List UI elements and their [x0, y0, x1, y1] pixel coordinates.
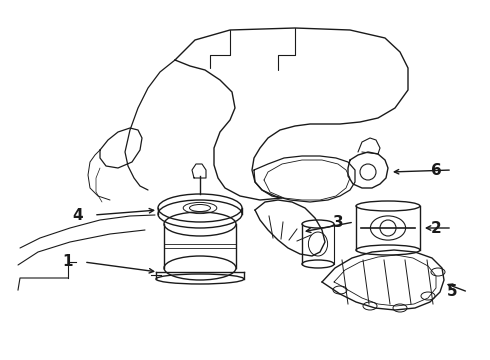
- Text: 2: 2: [431, 220, 441, 235]
- Text: 1: 1: [63, 255, 73, 270]
- Text: 3: 3: [333, 215, 343, 230]
- Text: 5: 5: [447, 284, 457, 300]
- Text: 6: 6: [431, 162, 441, 177]
- Text: 4: 4: [73, 207, 83, 222]
